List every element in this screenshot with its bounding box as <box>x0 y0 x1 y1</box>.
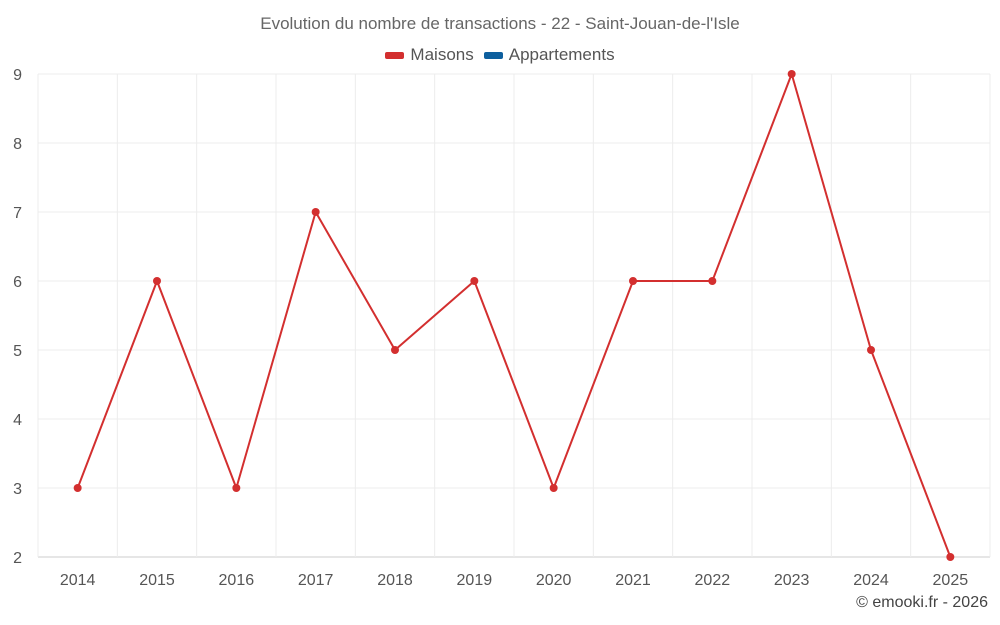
y-tick-label-2: 2 <box>13 550 22 567</box>
x-tick-label-2025: 2025 <box>933 572 969 589</box>
x-tick-label-2021: 2021 <box>615 572 651 589</box>
legend: Maisons Appartements <box>0 45 1000 65</box>
x-tick-label-2020: 2020 <box>536 572 572 589</box>
data-point-2019 <box>470 277 479 285</box>
data-point-2021 <box>629 277 637 285</box>
credit-text: © emooki.fr - 2026 <box>856 594 988 611</box>
x-tick-label-2016: 2016 <box>219 572 255 589</box>
y-tick-label-8: 8 <box>13 136 22 153</box>
x-tick-label-2022: 2022 <box>695 572 731 589</box>
legend-label-appartements: Appartements <box>508 45 615 64</box>
legend-label-maisons: Maisons <box>410 45 474 64</box>
legend-swatch-appartements <box>483 51 503 59</box>
x-tick-label-2019: 2019 <box>457 572 493 589</box>
y-tick-label-3: 3 <box>13 481 22 498</box>
x-tick-label-2017: 2017 <box>298 572 334 589</box>
data-point-2020 <box>549 484 558 492</box>
y-tick-label-6: 6 <box>13 274 22 291</box>
data-point-2025 <box>946 553 955 561</box>
legend-swatch-maisons <box>385 51 405 59</box>
series-line-maisons <box>76 73 952 558</box>
y-tick-label-9: 9 <box>13 67 22 84</box>
data-point-2015 <box>153 277 161 285</box>
data-point-2018 <box>391 346 399 354</box>
data-point-2024 <box>867 346 875 354</box>
chart-title: Evolution du nombre de transactions - 22… <box>260 14 740 33</box>
x-tick-label-2024: 2024 <box>853 572 889 589</box>
data-point-2014 <box>73 484 82 492</box>
data-point-2023 <box>787 70 796 78</box>
data-point-2017 <box>311 208 320 216</box>
x-tick-label-2015: 2015 <box>139 572 175 589</box>
y-tick-label-4: 4 <box>13 412 22 429</box>
data-point-2016 <box>232 484 241 492</box>
data-point-2022 <box>708 277 717 285</box>
y-tick-label-7: 7 <box>13 205 22 222</box>
y-tick-label-5: 5 <box>13 343 22 360</box>
x-tick-label-2018: 2018 <box>377 572 413 589</box>
legend-item-maisons[interactable]: Maisons <box>385 45 474 65</box>
x-tick-label-2014: 2014 <box>60 572 96 589</box>
legend-item-appartements[interactable]: Appartements <box>483 45 615 65</box>
x-tick-label-2023: 2023 <box>774 572 810 589</box>
